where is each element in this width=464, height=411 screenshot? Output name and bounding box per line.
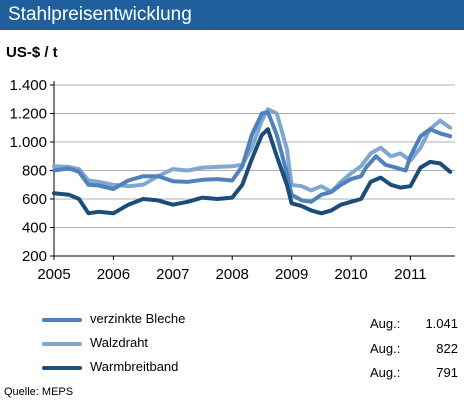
legend-label-verzinkte-bleche: verzinkte Bleche (90, 311, 186, 326)
legend-swatch-verzinkte-bleche (42, 318, 82, 322)
chart-title: Stahlpreisentwicklung (8, 4, 192, 25)
y-tick-label-4: 1.000 (9, 134, 47, 151)
aug-row-warmbreitband: Aug.: 791 (350, 365, 460, 385)
y-tick-label-6: 1.400 (9, 77, 47, 94)
legend-label-warmbreitband: Warmbreitband (90, 359, 179, 374)
aug-value-verzinkte-bleche: 1.041 (425, 316, 458, 331)
series-line-warmbreitband (52, 127, 453, 216)
x-tick-labels: 2005 2006 2007 2008 2009 2010 2011 (37, 256, 427, 283)
legend-swatch-walzdraht (42, 342, 82, 346)
aug-label: Aug.: (370, 341, 401, 356)
y-tick-label-3: 800 (22, 163, 47, 180)
y-tick-label-2: 600 (22, 191, 47, 208)
x-tick-label-3: 2008 (216, 266, 249, 283)
y-tick-label-1: 400 (22, 220, 47, 237)
legend-label-walzdraht: Walzdraht (90, 335, 149, 350)
x-tick-label-0: 2005 (37, 266, 70, 283)
y-tick-label-5: 1.200 (9, 106, 47, 123)
series-lines (52, 107, 453, 216)
y-tick-labels: 200 400 600 800 1.000 1.200 1.400 (9, 77, 54, 265)
aug-label: Aug.: (370, 365, 401, 380)
aug-value-walzdraht: 822 (436, 341, 458, 356)
legend-swatch-warmbreitband (42, 366, 82, 370)
x-tick-label-6: 2011 (394, 266, 426, 283)
x-tick-label-1: 2006 (97, 266, 130, 283)
title-bar: Stahlpreisentwicklung (0, 0, 464, 30)
series-line-walzdraht (52, 107, 453, 194)
y-axis-unit: US-$ / t (6, 44, 58, 61)
y-tick-label-0: 200 (22, 248, 47, 265)
line-chart: 200 400 600 800 1.000 1.200 1.400 2005 2006 2007… (9, 77, 455, 283)
x-tick-label-2: 2007 (156, 266, 189, 283)
aug-row-verzinkte-bleche: Aug.: 1.041 (350, 316, 460, 336)
x-tick-label-5: 2010 (334, 266, 367, 283)
x-tick-label-4: 2009 (275, 266, 308, 283)
aug-row-walzdraht: Aug.: 822 (350, 341, 460, 361)
source-note: Quelle: MEPS (4, 386, 74, 398)
series-line-verzinkte-bleche (52, 110, 453, 204)
aug-label: Aug.: (370, 316, 401, 331)
aug-value-warmbreitband: 791 (436, 365, 458, 380)
